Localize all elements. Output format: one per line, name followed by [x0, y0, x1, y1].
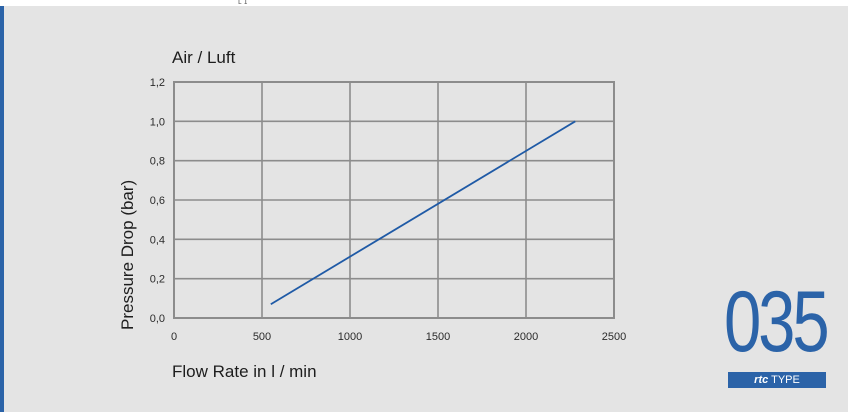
x-tick-label: 1000	[338, 331, 362, 343]
y-tick-label: 0,8	[150, 156, 165, 168]
rtc-type-badge: 035 rtc TYPE	[728, 296, 828, 388]
y-tick-label: 1,2	[150, 77, 165, 89]
x-tick-labels: 0 500 1000 1500 2000 2500	[171, 331, 626, 343]
chart-grid	[174, 82, 614, 318]
y-tick-label: 0,2	[150, 274, 165, 286]
badge-brand: rtc	[754, 374, 768, 386]
x-tick-label: 1500	[426, 331, 450, 343]
badge-type-label: TYPE	[771, 374, 800, 386]
x-axis-label: Flow Rate in l / min	[172, 362, 317, 381]
y-axis-label: Pressure Drop (bar)	[118, 180, 137, 330]
y-tick-label: 0,6	[150, 195, 165, 207]
y-tick-label: 1,0	[150, 116, 165, 128]
x-tick-label: 2000	[514, 331, 538, 343]
x-tick-label: 500	[253, 331, 271, 343]
chart-title: Air / Luft	[172, 48, 236, 67]
badge-type-bar: rtc TYPE	[728, 372, 826, 388]
y-tick-label: 0,0	[150, 313, 165, 325]
x-tick-label: 0	[171, 331, 177, 343]
y-tick-labels: 0,0 0,2 0,4 0,6 0,8 1,0 1,2	[150, 77, 165, 325]
y-tick-label: 0,4	[150, 234, 165, 246]
badge-number: 035	[724, 274, 805, 370]
x-tick-label: 2500	[602, 331, 626, 343]
